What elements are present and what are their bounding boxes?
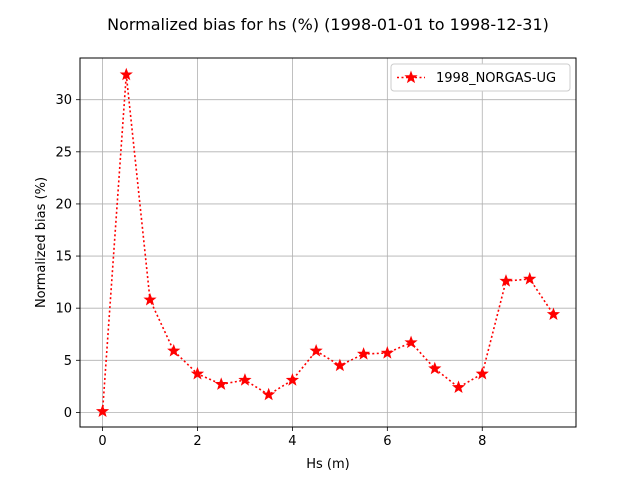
y-tick-label: 10 [55, 302, 72, 317]
y-tick-label: 15 [55, 250, 72, 265]
y-tick-label: 0 [64, 406, 72, 421]
x-tick-label: 6 [383, 434, 391, 449]
data-point-star [357, 347, 371, 360]
legend-box [390, 63, 571, 92]
x-tick-label: 0 [98, 434, 106, 449]
x-axis-label: Hs (m) [306, 457, 350, 472]
grid-lines [80, 58, 576, 427]
data-point-star [546, 307, 561, 321]
chart-title: Normalized bias for hs (%) (1998-01-01 t… [107, 15, 549, 34]
data-point-star [428, 361, 442, 375]
y-tick-label: 25 [55, 145, 72, 160]
data-point-star [475, 366, 489, 380]
legend-star-icon [404, 70, 418, 84]
y-axis-ticks: 0 5 10 15 20 25 30 [55, 93, 80, 421]
x-tick-label: 8 [478, 434, 486, 449]
data-point-star [309, 343, 323, 357]
data-point-star [333, 358, 347, 372]
data-point-star [451, 380, 466, 394]
data-point-star [190, 366, 205, 380]
data-point-star [404, 335, 418, 349]
data-point-star [119, 67, 133, 81]
data-point-star [380, 346, 394, 359]
y-tick-label: 5 [64, 354, 72, 369]
data-point-star [285, 373, 299, 386]
data-point-star [262, 387, 276, 401]
y-tick-label: 30 [55, 93, 72, 108]
legend: 1998_NORGAS-UG [390, 63, 571, 92]
data-point-star [499, 274, 513, 287]
x-tick-label: 2 [193, 434, 201, 449]
data-point-star [214, 377, 228, 390]
x-axis-ticks: 0 2 4 6 8 [98, 427, 486, 449]
data-point-star [167, 343, 181, 357]
plot-frame [79, 57, 577, 428]
data-point-star [143, 292, 157, 306]
series-group [95, 67, 561, 417]
data-point-star [523, 272, 537, 285]
series-line [101, 74, 555, 412]
y-axis-label: Normalized bias (%) [34, 177, 49, 308]
x-tick-label: 4 [288, 434, 296, 449]
data-point-star [95, 404, 110, 417]
data-point-star [238, 373, 252, 386]
legend-entry-label: 1998_NORGAS-UG [436, 71, 556, 86]
y-tick-label: 20 [55, 197, 72, 212]
